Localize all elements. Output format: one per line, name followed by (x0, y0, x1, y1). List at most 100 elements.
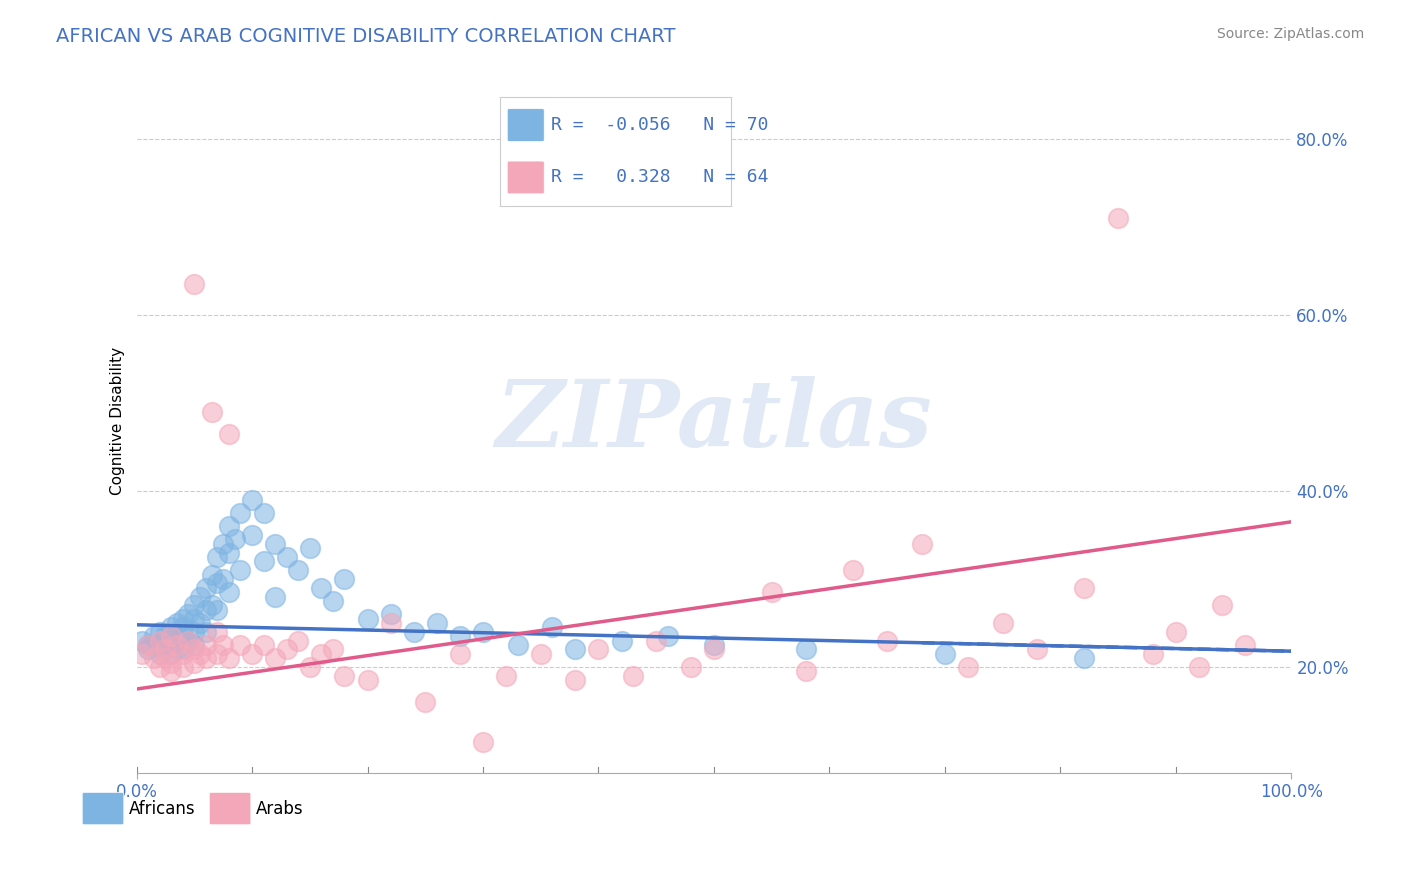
Point (166, 615, 188, 630)
Point (194, 624, 217, 639)
Point (177, 633, 200, 648)
Point (200, 567, 222, 582)
Point (160, 638, 183, 652)
Point (472, 624, 495, 639)
Point (796, 642, 818, 657)
Point (252, 638, 274, 652)
Point (194, 638, 217, 652)
Point (149, 638, 172, 652)
Point (703, 642, 725, 657)
Point (322, 594, 344, 608)
Point (149, 624, 172, 639)
Point (1107, 211, 1129, 226)
Point (876, 633, 898, 648)
Point (172, 612, 194, 626)
Point (356, 612, 378, 626)
Point (183, 656, 205, 670)
Point (207, 624, 229, 639)
Point (224, 533, 246, 547)
Point (229, 638, 252, 652)
Point (229, 563, 252, 577)
Point (1188, 660, 1211, 674)
Point (1164, 624, 1187, 639)
Point (131, 633, 153, 648)
Point (212, 638, 235, 652)
Point (218, 546, 240, 560)
Point (218, 519, 240, 533)
Point (160, 629, 183, 643)
Point (610, 633, 633, 648)
Point (841, 563, 863, 577)
Point (934, 647, 956, 661)
Point (131, 647, 153, 661)
Point (155, 651, 177, 665)
Point (160, 633, 183, 648)
FancyBboxPatch shape (209, 792, 250, 825)
Point (991, 615, 1014, 630)
Point (207, 647, 229, 661)
Point (194, 603, 217, 617)
Point (761, 585, 783, 599)
Point (322, 642, 344, 657)
Point (264, 590, 287, 604)
Point (240, 647, 263, 661)
Point (530, 647, 553, 661)
Point (155, 642, 177, 657)
Point (155, 629, 177, 643)
Point (172, 620, 194, 634)
Point (564, 642, 586, 657)
Point (218, 651, 240, 665)
Point (142, 629, 165, 643)
Point (657, 629, 679, 643)
Point (298, 660, 321, 674)
Point (287, 633, 309, 648)
Point (188, 590, 211, 604)
Point (276, 549, 298, 564)
Point (796, 665, 818, 679)
Point (212, 537, 235, 551)
Point (207, 549, 229, 564)
Point (155, 642, 177, 657)
Point (564, 673, 586, 688)
Point (212, 572, 235, 586)
Point (1234, 638, 1257, 652)
Point (166, 638, 188, 652)
Point (142, 651, 165, 665)
Point (506, 638, 529, 652)
Point (136, 638, 159, 652)
Point (207, 603, 229, 617)
Point (229, 506, 252, 520)
Point (541, 620, 564, 634)
Point (449, 647, 471, 661)
Point (172, 660, 194, 674)
Point (166, 642, 188, 657)
Point (136, 642, 159, 657)
Point (183, 599, 205, 613)
Point (149, 647, 172, 661)
Point (588, 642, 610, 657)
Point (333, 669, 356, 683)
Point (183, 638, 205, 652)
Point (194, 651, 217, 665)
Point (207, 576, 229, 591)
Point (194, 581, 217, 595)
Point (1073, 581, 1095, 595)
Point (218, 585, 240, 599)
Point (380, 615, 402, 630)
Point (264, 651, 287, 665)
Point (264, 537, 287, 551)
Point (621, 669, 644, 683)
Point (172, 629, 194, 643)
Point (333, 572, 356, 586)
Point (240, 492, 263, 507)
Point (426, 615, 449, 630)
Point (495, 669, 517, 683)
Point (200, 599, 222, 613)
Point (679, 660, 702, 674)
Text: Arabs: Arabs (256, 799, 304, 818)
Point (911, 537, 934, 551)
Point (252, 506, 274, 520)
Text: Africans: Africans (128, 799, 195, 818)
Point (1073, 651, 1095, 665)
Point (177, 607, 200, 622)
